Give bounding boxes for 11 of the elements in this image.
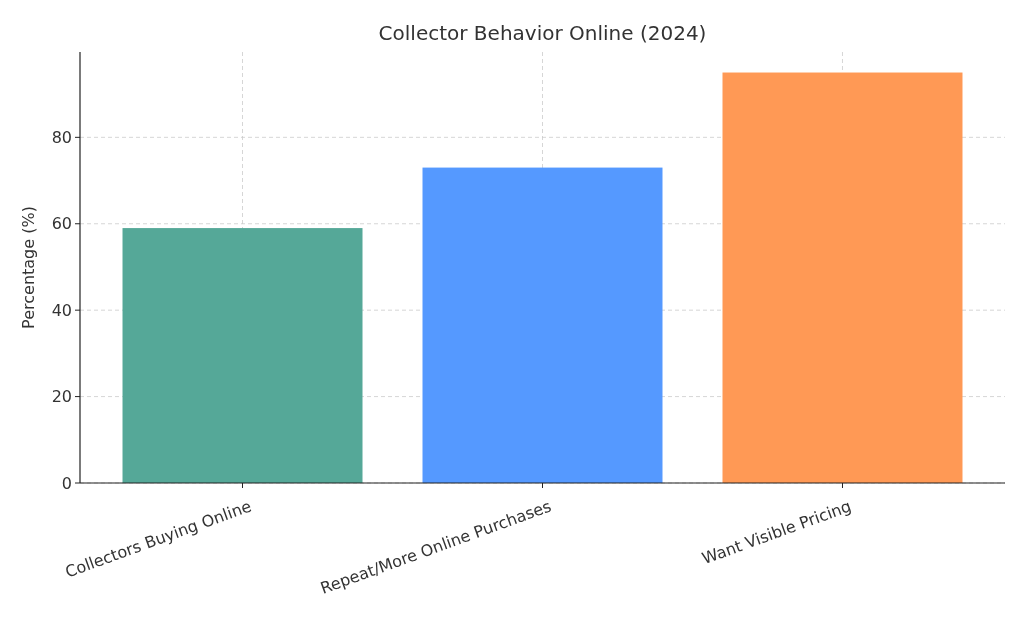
x-tick-label: Want Visible Pricing bbox=[699, 496, 854, 569]
y-tick-label: 0 bbox=[61, 473, 72, 493]
bar bbox=[422, 167, 663, 483]
y-tick-label: 20 bbox=[51, 387, 72, 407]
y-axis-title: Percentage (%) bbox=[19, 206, 38, 329]
y-tick-label: 80 bbox=[51, 127, 72, 147]
y-tick-label: 40 bbox=[51, 300, 72, 320]
chart-title: Collector Behavior Online (2024) bbox=[378, 21, 707, 45]
bar bbox=[722, 72, 963, 483]
bar bbox=[122, 228, 363, 483]
y-tick-label: 60 bbox=[51, 214, 72, 234]
